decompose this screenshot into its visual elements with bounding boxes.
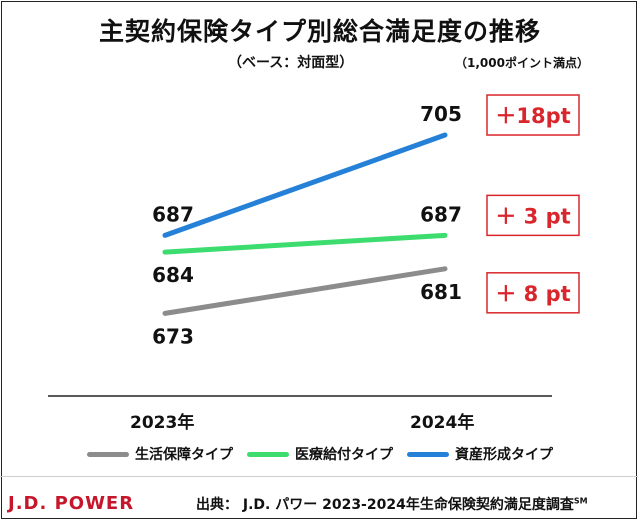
- change-label-shisan: ＋18pt: [495, 104, 570, 128]
- legend-item-shisan: 資産形成タイプ: [407, 444, 553, 464]
- change-box-seikatsu: [486, 272, 580, 314]
- series-line-iryo: [162, 232, 448, 255]
- source-label: 出典：: [196, 497, 238, 513]
- data-label-2024-iryo: 687: [420, 202, 462, 226]
- jd-power-logo: J.D. POWER: [8, 493, 135, 514]
- legend-swatch-shisan: [407, 451, 449, 457]
- source-citation: 出典： J.D. パワー 2023-2024年生命保険契約満足度調査SM: [196, 494, 588, 514]
- x-tick-label-2023: 2023年: [130, 413, 195, 433]
- data-label-2024-shisan: 705: [420, 102, 462, 126]
- chart-title: 主契約保険タイプ別総合満足度の推移: [98, 17, 541, 46]
- data-label-2023-seikatsu: 673: [152, 324, 194, 348]
- change-label-seikatsu: ＋ 8 pt: [495, 282, 570, 306]
- legend-item-iryo: 医療給付タイプ: [247, 444, 393, 464]
- footer: J.D. POWER 出典： J.D. パワー 2023-2024年生命保険契約…: [0, 476, 638, 520]
- legend-label-shisan: 資産形成タイプ: [455, 447, 553, 463]
- series-line-seikatsu: [162, 266, 448, 316]
- source-text: J.D. パワー 2023-2024年生命保険契約満足度調査: [242, 497, 574, 513]
- scale-note: （1,000ポイント満点）: [455, 56, 589, 70]
- data-label-2024-seikatsu: 681: [420, 280, 462, 304]
- change-box-iryo: [486, 194, 580, 237]
- legend-swatch-seikatsu: [87, 451, 129, 457]
- legend: 生活保障タイプ 医療給付タイプ 資産形成タイプ: [0, 444, 640, 464]
- legend-label-seikatsu: 生活保障タイプ: [135, 447, 233, 463]
- series-line-shisan: [162, 132, 448, 238]
- data-label-2023-iryo: 684: [152, 263, 194, 287]
- chart-subtitle: （ベース：対面型）: [228, 55, 354, 71]
- change-label-iryo: ＋ 3 pt: [495, 204, 570, 228]
- legend-swatch-iryo: [247, 451, 289, 457]
- data-label-2023-shisan: 687: [152, 202, 194, 226]
- legend-label-iryo: 医療給付タイプ: [295, 447, 393, 463]
- x-tick-label-2024: 2024年: [410, 413, 475, 433]
- change-box-shisan: [486, 94, 580, 136]
- service-mark: SM: [573, 496, 588, 506]
- legend-item-seikatsu: 生活保障タイプ: [87, 444, 233, 464]
